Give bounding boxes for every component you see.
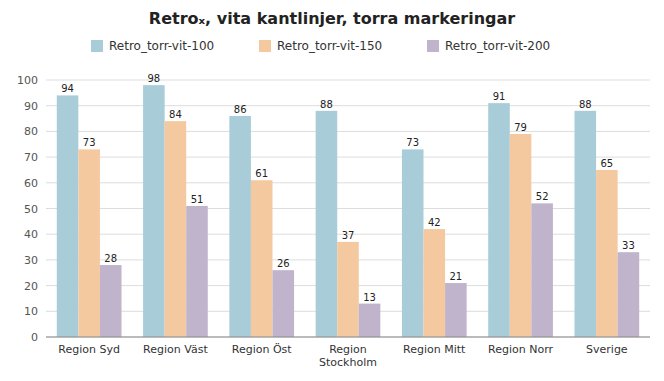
bar bbox=[488, 103, 510, 337]
data-label: 88 bbox=[320, 99, 333, 110]
data-label: 52 bbox=[536, 191, 549, 202]
title: Retroₓ, vita kantlinjer, torra markering… bbox=[149, 9, 515, 28]
data-label: 98 bbox=[147, 73, 160, 84]
legend-label: Retro_torr-vit-150 bbox=[277, 39, 382, 53]
bar bbox=[165, 121, 187, 337]
y-tick-label: 100 bbox=[17, 74, 38, 87]
x-tick-label: Sverige bbox=[586, 343, 628, 356]
bar bbox=[57, 95, 79, 337]
y-tick-label: 30 bbox=[24, 254, 38, 267]
bar bbox=[531, 203, 553, 337]
data-label: 61 bbox=[255, 168, 268, 179]
data-label: 79 bbox=[514, 122, 527, 133]
x-axis-line bbox=[46, 337, 650, 338]
x-tick-label: RegionStockholm bbox=[319, 343, 377, 369]
x-tick-label: Region Väst bbox=[143, 343, 208, 356]
data-label: 42 bbox=[428, 217, 441, 228]
bar bbox=[337, 242, 359, 337]
y-tick-label: 50 bbox=[24, 203, 38, 216]
bar bbox=[316, 111, 338, 337]
bar bbox=[424, 229, 446, 337]
data-label: 65 bbox=[600, 158, 613, 169]
data-label: 84 bbox=[169, 109, 182, 120]
legend-label: Retro_torr-vit-100 bbox=[109, 39, 214, 53]
grid-line bbox=[46, 105, 650, 106]
y-tick-label: 20 bbox=[24, 280, 38, 293]
data-label: 94 bbox=[61, 83, 74, 94]
legend: Retro_torr-vit-100 Retro_torr-vit-150 Retr… bbox=[91, 39, 550, 53]
data-label: 37 bbox=[342, 230, 355, 241]
bar bbox=[229, 116, 251, 337]
bar bbox=[100, 265, 122, 337]
data-label: 26 bbox=[277, 258, 290, 269]
bar bbox=[78, 149, 100, 337]
data-label: 51 bbox=[191, 194, 204, 205]
grid-line bbox=[46, 208, 650, 209]
chart-container: Retroₓ, vita kantlinjer, torra markering… bbox=[0, 0, 664, 381]
bar bbox=[251, 180, 273, 337]
grid-line bbox=[46, 182, 650, 183]
data-label: 28 bbox=[104, 253, 117, 264]
legend-swatch bbox=[91, 40, 103, 52]
x-tick-label: Region Syd bbox=[58, 343, 120, 356]
legend-swatch bbox=[259, 40, 271, 52]
data-label: 88 bbox=[579, 99, 592, 110]
bar bbox=[596, 170, 618, 337]
bar bbox=[186, 206, 208, 337]
chart: Retroₓ, vita kantlinjer, torra markering… bbox=[0, 0, 664, 381]
grid-line bbox=[46, 157, 650, 158]
data-label: 91 bbox=[493, 91, 506, 102]
x-tick-label: Region Mitt bbox=[403, 343, 466, 356]
legend-label: Retro_torr-vit-200 bbox=[445, 39, 550, 53]
y-tick-label: 40 bbox=[24, 228, 38, 241]
bar bbox=[510, 134, 532, 337]
y-axis: 0 10 20 30 40 50 60 70 80 90 100 bbox=[17, 74, 650, 344]
bars bbox=[57, 85, 639, 337]
bar bbox=[618, 252, 640, 337]
data-label: 86 bbox=[234, 104, 247, 115]
bar bbox=[445, 283, 467, 337]
bar bbox=[143, 85, 165, 337]
bar bbox=[273, 270, 295, 337]
data-label: 33 bbox=[622, 240, 635, 251]
bar bbox=[359, 304, 381, 337]
x-axis: Region Syd Region Väst Region Öst RegionSto… bbox=[46, 337, 650, 369]
data-labels: 94 98 86 88 73 91 88 73 84 61 37 42 79 65 28 51 26 13 21 52… bbox=[61, 73, 635, 302]
x-tick-label: Region Öst bbox=[232, 343, 293, 356]
x-tick-label: Region Norr bbox=[488, 343, 553, 356]
y-tick-label: 10 bbox=[24, 305, 38, 318]
data-label: 73 bbox=[406, 137, 419, 148]
y-tick-label: 60 bbox=[24, 177, 38, 190]
bar bbox=[402, 149, 424, 337]
data-label: 73 bbox=[83, 137, 96, 148]
y-tick-label: 80 bbox=[24, 125, 38, 138]
grid-line bbox=[46, 80, 650, 81]
grid-line bbox=[46, 131, 650, 132]
y-tick-label: 90 bbox=[24, 100, 38, 113]
grid-line bbox=[46, 337, 650, 338]
y-tick-label: 70 bbox=[24, 151, 38, 164]
data-label: 13 bbox=[363, 292, 376, 303]
legend-swatch bbox=[427, 40, 439, 52]
y-tick-label: 0 bbox=[31, 331, 38, 344]
data-label: 21 bbox=[449, 271, 462, 282]
bar bbox=[575, 111, 597, 337]
